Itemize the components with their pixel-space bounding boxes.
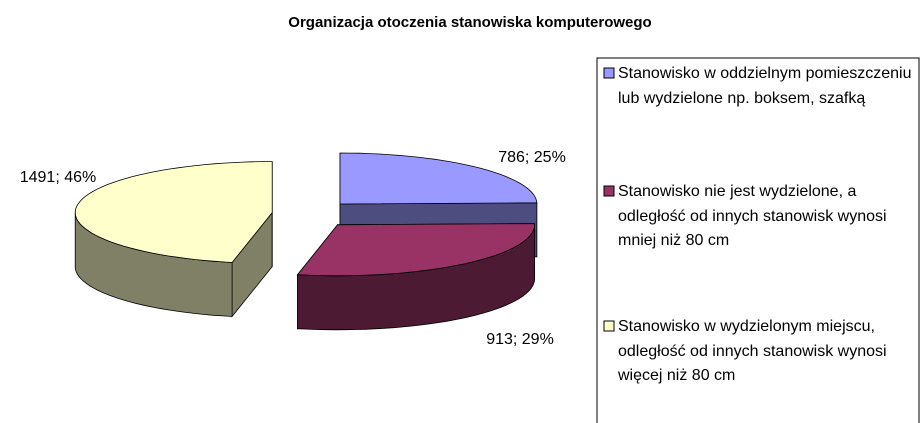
legend-box xyxy=(596,57,920,423)
chart-title: Organizacja otoczenia stanowiska kompute… xyxy=(288,14,651,31)
slice xyxy=(296,223,535,331)
legend-swatch xyxy=(603,320,615,332)
slice xyxy=(74,161,273,263)
slice xyxy=(74,161,273,318)
legend-entry: Stanowisko w wydzielonym miejscu, odległ… xyxy=(618,318,887,384)
data-label: 786; 25% xyxy=(498,149,566,166)
data-label: 1491; 46% xyxy=(20,169,97,186)
legend-entry: Stanowisko w oddzielnym pomieszczeniu lu… xyxy=(618,65,912,107)
legend-entry: Stanowisko nie jest wydzielone, a odległ… xyxy=(618,183,887,249)
legend-label: Stanowisko w oddzielnym pomieszczeniu lu… xyxy=(618,65,912,107)
legend-label: Stanowisko w wydzielonym miejscu, odległ… xyxy=(618,318,887,384)
slice xyxy=(296,223,535,277)
legend-swatch xyxy=(603,185,615,197)
data-label: 913; 29% xyxy=(486,331,554,348)
slice xyxy=(339,152,538,205)
legend-label: Stanowisko nie jest wydzielone, a odległ… xyxy=(618,183,887,249)
legend-swatch xyxy=(603,67,615,79)
